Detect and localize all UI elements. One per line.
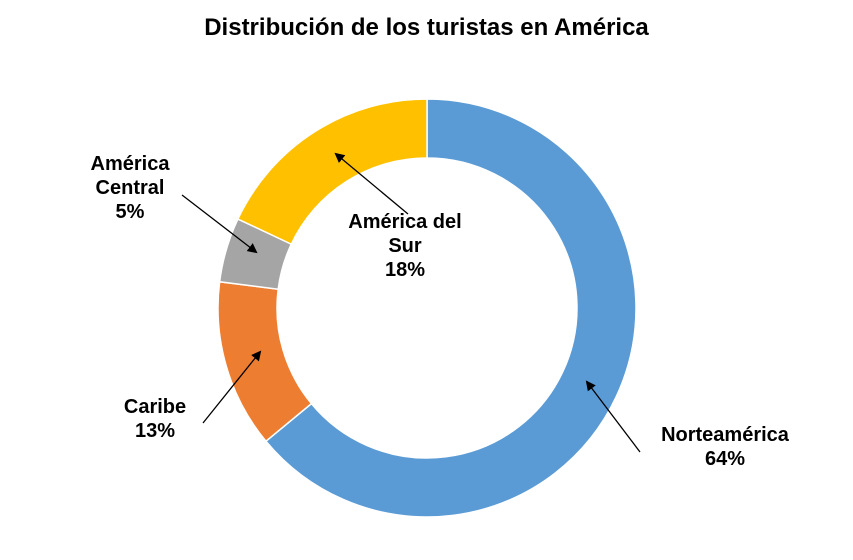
leader-line-2: [202, 350, 262, 424]
slice-category-label: Sur: [388, 235, 422, 257]
slice-value-label: 5%: [116, 201, 145, 223]
slice-category-label: Central: [96, 177, 165, 199]
slice-value-label: 13%: [135, 420, 175, 442]
leader-line-1: [585, 380, 641, 453]
chart-title: Distribución de los turistas en América: [204, 14, 649, 41]
leader-line-4: [334, 152, 409, 215]
slice-category-label: América del: [348, 211, 461, 233]
slice-category-label: América: [91, 153, 171, 175]
slice-category-label: Caribe: [124, 396, 186, 418]
slice-value-label: 64%: [705, 448, 745, 470]
leader-line-3: [181, 194, 258, 254]
slice-category-label: Norteamérica: [661, 424, 790, 446]
donut-slice-1: [264, 98, 637, 518]
slice-value-label: 18%: [385, 259, 425, 281]
donut-slice-4: [236, 98, 428, 246]
